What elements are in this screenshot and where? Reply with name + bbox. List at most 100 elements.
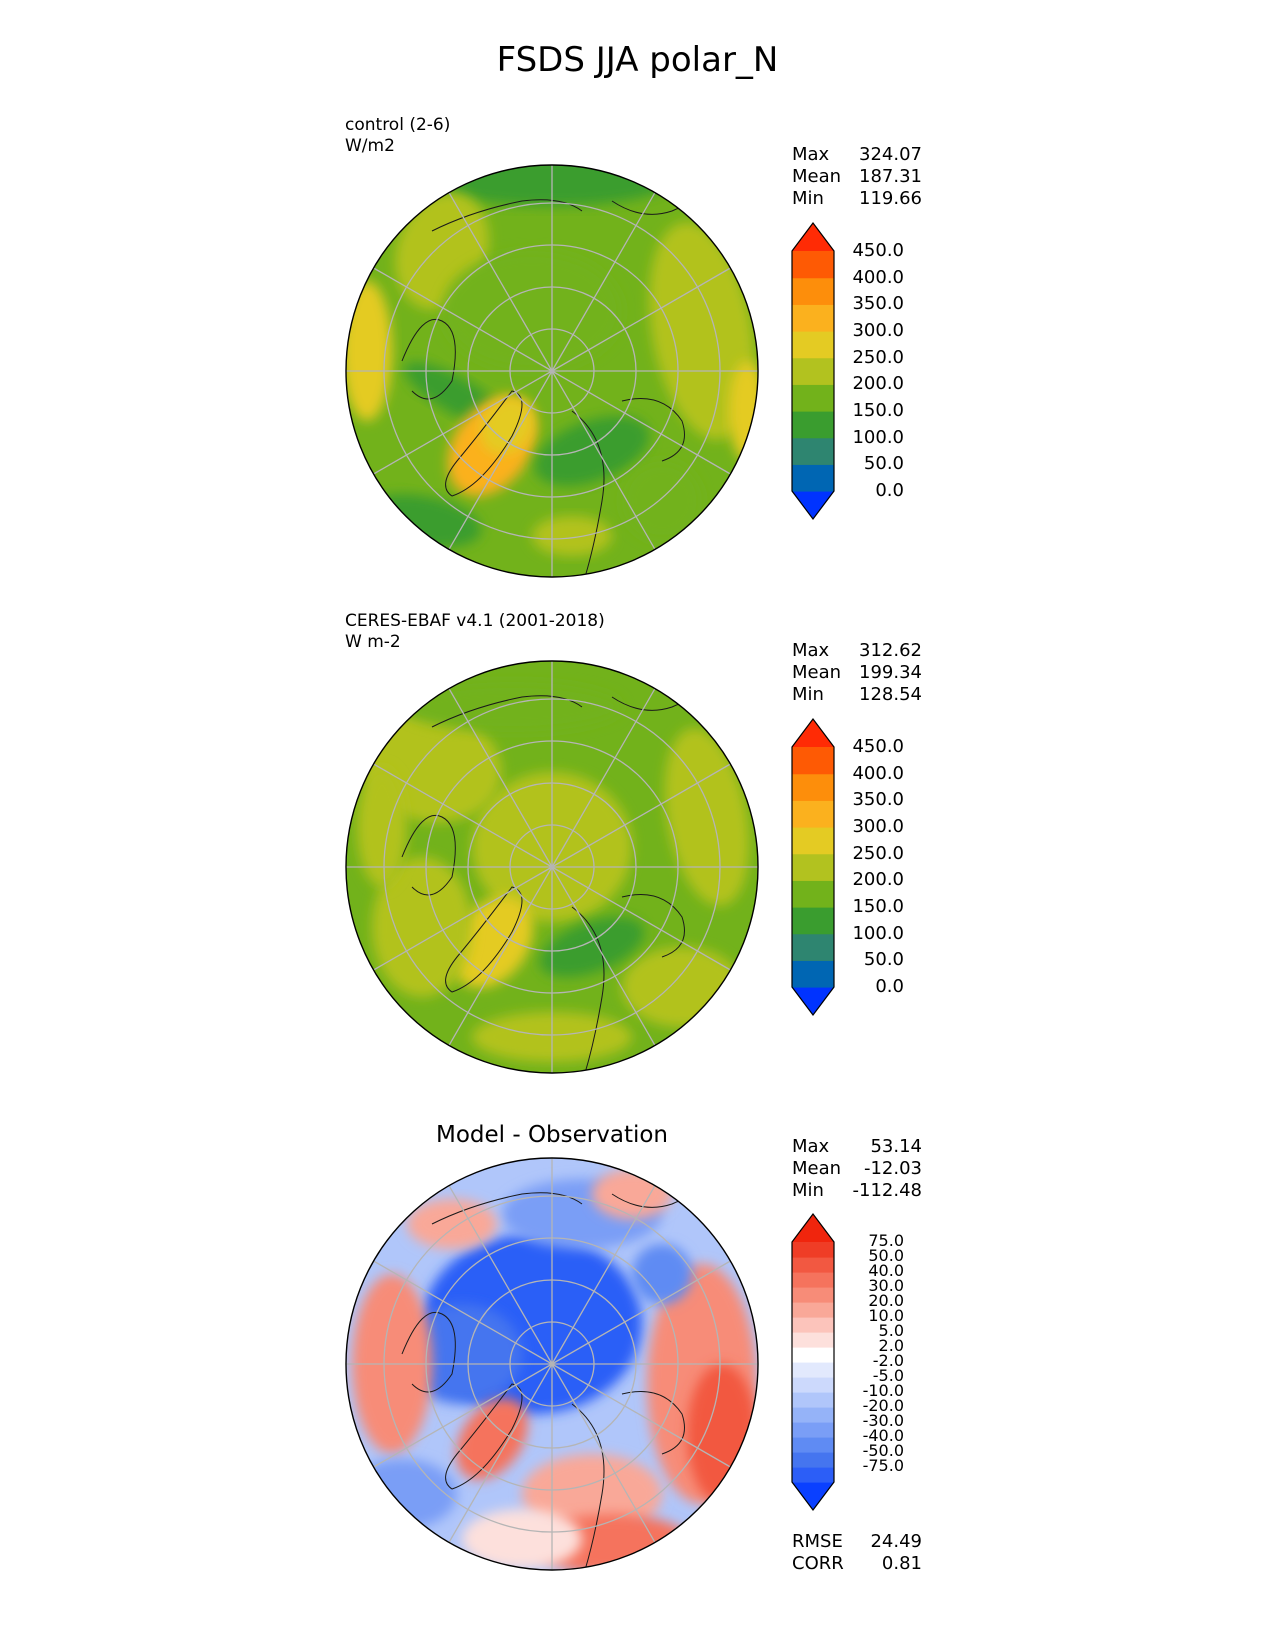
field-region [592,1169,672,1219]
field-region [407,1199,497,1249]
colorbar-tick-label: 0.0 [875,976,904,997]
colorbar-segment [792,464,834,492]
colorbar-tick-label: 300.0 [852,816,904,837]
colorbar-tick-label: 150.0 [852,896,904,917]
colorbar-difference [791,1213,835,1511]
polar-map-difference [345,1157,759,1571]
colorbar-segment [792,1362,834,1378]
map-boundary [345,660,759,1074]
panel1-case-name: control (2-6) [345,115,451,135]
meridian-line [551,688,656,868]
rmse-value: 24.49 [870,1531,922,1552]
colorbar-segment [792,1467,834,1483]
colorbar-tick-label: 100.0 [852,922,904,944]
colorbar-tick-label: 20.0 [868,1291,904,1310]
meridian-line [373,370,553,475]
colorbar-segment [792,1302,834,1318]
coastline [445,1383,523,1490]
panel3-title: Model - Observation [435,1122,669,1148]
panel1-units: W/m2 [345,136,395,156]
colorbar-tick-label: 350.0 [852,789,904,811]
field-region [534,416,650,486]
colorbar-segment [792,1437,834,1453]
colorbar-outline [791,1213,835,1511]
panel1-mean: 187.31 [859,166,922,187]
meridian-line [373,763,553,868]
field-region [346,281,392,421]
field-region [402,682,622,732]
colorbar-tick-label: -5.0 [872,1366,904,1385]
panel2-case-name: CERES-EBAF v4.1 (2001-2018) [345,611,605,631]
colorbar-extend-max [792,1214,834,1242]
meridian-line [551,1363,656,1543]
meridian-line [448,370,553,550]
coastline [401,319,456,400]
colorbar-tick-label: 200.0 [852,373,904,395]
field-region [649,222,755,440]
field-region [622,947,742,1027]
colorbar-tick-label: 250.0 [852,346,904,368]
colorbar-tick-label: -75.0 [862,1456,904,1475]
field-region [347,1459,457,1529]
colorbar-tick-label: 400.0 [852,266,904,288]
field-region [664,728,750,906]
panel2-min: 128.54 [859,684,922,705]
colorbar-segment [792,960,834,988]
colorbar-segment [792,277,834,305]
meridian-line [373,1260,553,1365]
panel3-min: -112.48 [852,1180,922,1201]
colorbar-segment [792,331,834,359]
field-region [456,1398,528,1480]
colorbar-tick-label: 5.0 [878,1321,904,1340]
panel2-units: W m-2 [345,632,401,652]
colorbar-segment [792,1317,834,1333]
colorbar-tick-label: 50.0 [868,1246,904,1265]
colorbar-tick-label: 400.0 [852,762,904,784]
meridian-line [551,1363,731,1468]
meridian-line [551,1260,731,1365]
meridian-line [448,192,553,372]
colorbar-segment [792,357,834,385]
colorbar-segment [792,1377,834,1393]
meridian-line [448,1185,553,1365]
meridian-line [448,688,553,868]
colorbar-tick-label: -2.0 [872,1351,904,1370]
colorbar-extend-min [792,987,834,1015]
colorbar-extend-max [792,719,834,747]
field-region [729,361,758,461]
field-region [372,857,472,997]
colorbar-observation [791,718,835,1016]
meridian-line [551,267,731,372]
colorbar-tick-label: 40.0 [868,1261,904,1280]
colorbar-extend-min [792,491,834,519]
colorbar-tick-label: 50.0 [863,949,904,971]
field-region [622,461,702,541]
meridian-line [551,192,656,372]
colorbar-segment [792,1452,834,1468]
colorbar-segment [792,1272,834,1288]
coastline [621,894,685,958]
colorbar-segment [792,880,834,908]
meridian-line [551,1185,656,1365]
colorbar-segment [792,1242,834,1258]
colorbar-tick-label: -50.0 [862,1441,904,1460]
colorbar-segment [792,827,834,855]
coastline [401,815,456,896]
colorbar-tick-label: 300.0 [852,320,904,341]
colorbar-tick-label: 50.0 [863,453,904,475]
colorbar-segment [792,800,834,828]
colorbar-segment [792,1392,834,1408]
meridian-line [373,866,553,971]
field-region [462,1509,582,1569]
meridian-line [448,1363,553,1543]
colorbar-tick-label: 150.0 [852,400,904,421]
colorbar-segment [792,747,834,775]
colorbar-segment [792,933,834,961]
colorbar-outline [791,222,835,520]
polar-map-observation [345,660,759,1074]
colorbar-segment [792,1422,834,1438]
panel2-max: 312.62 [859,640,922,661]
meridian-line [551,763,731,868]
coastline [621,1391,685,1455]
panel1-label: control (2-6) W/m2 [345,115,450,157]
